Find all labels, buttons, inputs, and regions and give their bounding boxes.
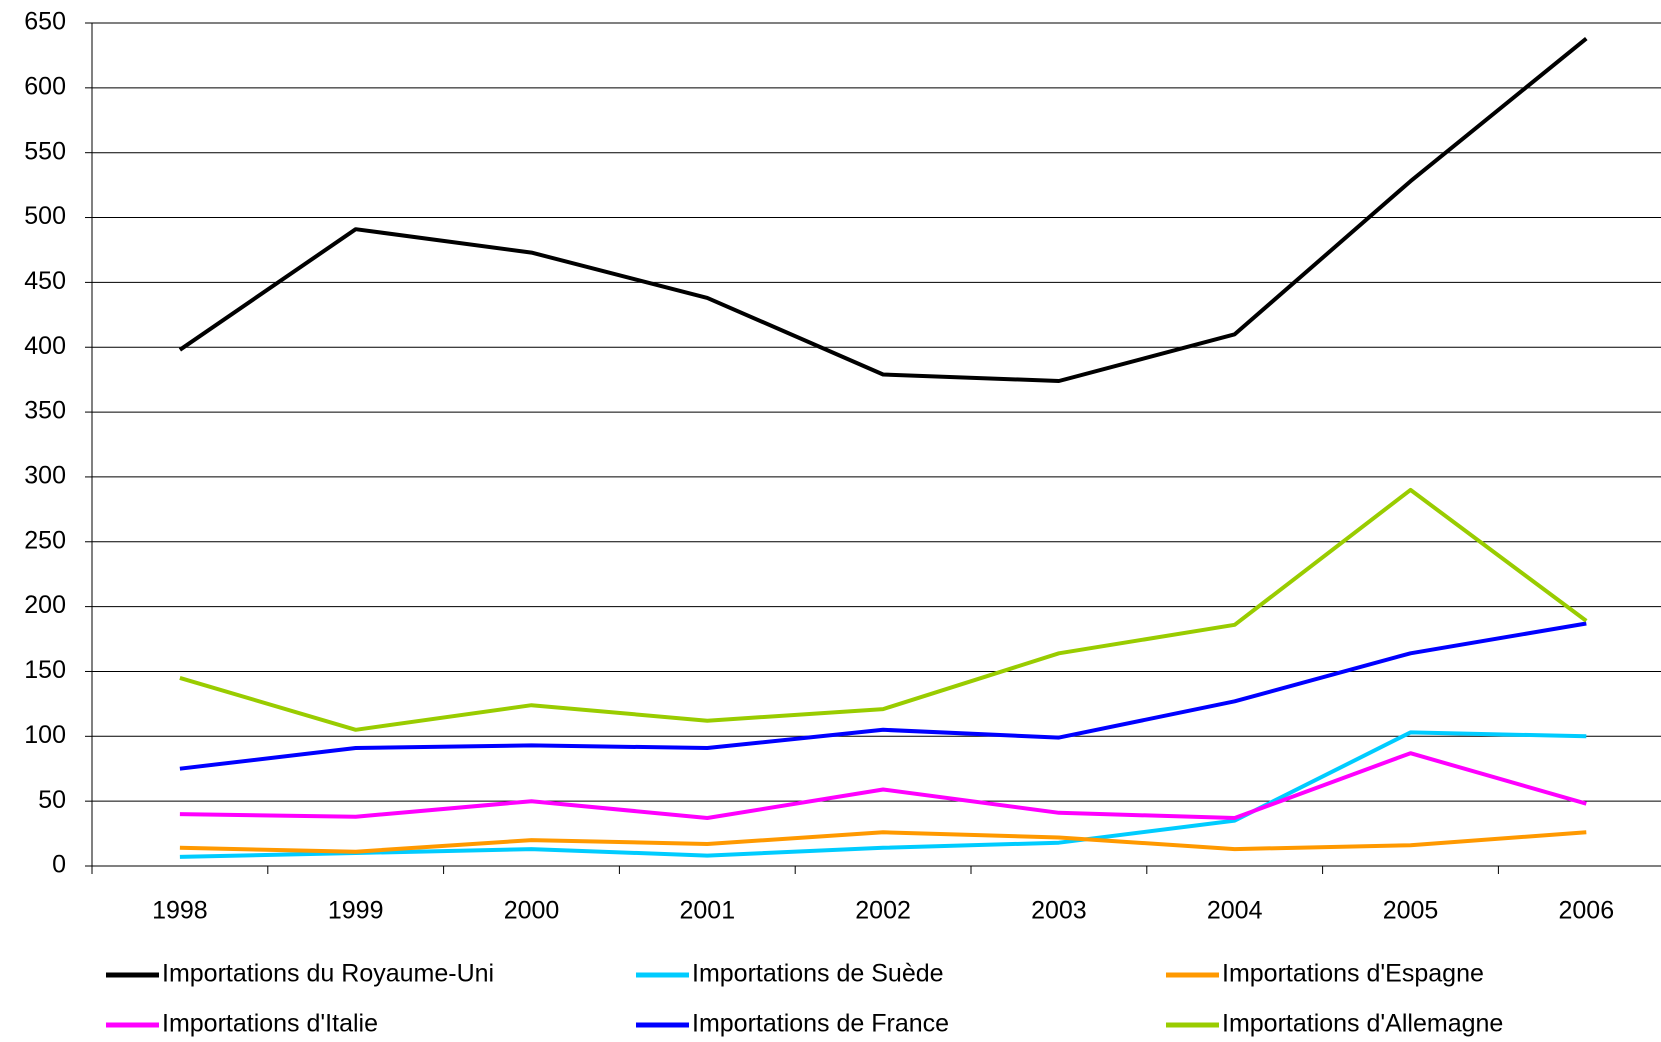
y-tick-label: 300 — [24, 462, 66, 490]
y-tick-label: 600 — [24, 72, 66, 100]
series-line — [179, 830, 1587, 854]
y-tick-label: 100 — [24, 721, 66, 749]
y-tick-label: 150 — [24, 656, 66, 684]
y-tick-label: 450 — [24, 267, 66, 295]
x-tick-label: 2005 — [1383, 897, 1439, 925]
series-line — [179, 751, 1587, 820]
series-line — [179, 487, 1588, 732]
y-tick-label: 50 — [38, 786, 66, 814]
x-tick-label: 2003 — [1031, 897, 1087, 925]
y-tick-label: 0 — [52, 851, 66, 879]
legend-label: Importations du Royaume-Uni — [162, 960, 494, 988]
legend-label: Importations d'Allemagne — [1222, 1010, 1503, 1038]
legend-label: Importations d'Italie — [162, 1010, 378, 1038]
y-tick-label: 650 — [24, 8, 66, 36]
x-tick-label: 1998 — [152, 897, 208, 925]
x-tick-label: 2002 — [855, 897, 911, 925]
y-tick-label: 250 — [24, 526, 66, 554]
y-tick-label: 200 — [24, 591, 66, 619]
x-tick-label: 2004 — [1207, 897, 1263, 925]
x-tick-label: 2000 — [504, 897, 560, 925]
y-tick-label: 350 — [24, 397, 66, 425]
series-line — [178, 37, 1588, 383]
legend-label: Importations de Suède — [692, 960, 944, 988]
series-line — [179, 621, 1587, 771]
legend-label: Importations de France — [692, 1010, 949, 1038]
legend-label: Importations d'Espagne — [1222, 960, 1484, 988]
x-tick-label: 1999 — [328, 897, 384, 925]
x-tick-label: 2001 — [679, 897, 735, 925]
series-line — [179, 730, 1587, 859]
y-tick-label: 550 — [24, 137, 66, 165]
y-tick-label: 500 — [24, 202, 66, 230]
y-tick-label: 400 — [24, 332, 66, 360]
x-tick-label: 2006 — [1558, 897, 1614, 925]
